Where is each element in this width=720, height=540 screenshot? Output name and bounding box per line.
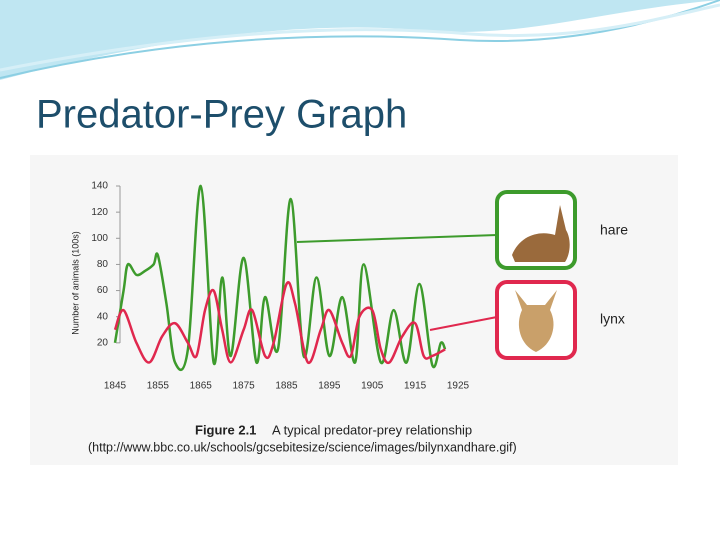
- lynx-leader: [429, 316, 498, 331]
- series-line: [113, 281, 446, 365]
- hare-leader: [296, 234, 498, 243]
- figure-background: [30, 155, 678, 465]
- x-tick-label: 1905: [361, 381, 384, 392]
- wave-line: [0, 3, 720, 72]
- y-tick-label: 120: [91, 207, 108, 218]
- y-tick-label: 20: [97, 337, 109, 348]
- series-line: [113, 184, 447, 372]
- y-tick-label: 60: [97, 285, 109, 296]
- x-tick-label: 1895: [318, 381, 341, 392]
- caption-label: Figure 2.1: [195, 422, 256, 437]
- y-tick-label: 140: [91, 181, 108, 192]
- lynx-icon: [515, 290, 557, 352]
- y-tick-label: 100: [91, 233, 108, 244]
- x-tick-label: 1855: [147, 381, 170, 392]
- y-tick-label: 40: [97, 311, 109, 322]
- legend-hare: hare: [600, 222, 628, 238]
- caption: A typical predator-prey relationship: [272, 422, 472, 437]
- hare-icon: [512, 205, 570, 262]
- top-wave: [0, 0, 720, 80]
- x-tick-label: 1885: [275, 381, 298, 392]
- x-tick-label: 1865: [190, 381, 213, 392]
- slide-title: Predator-Prey Graph: [36, 93, 407, 137]
- x-tick-label: 1845: [104, 381, 127, 392]
- x-tick-label: 1875: [233, 381, 256, 392]
- legend-lynx: lynx: [600, 311, 625, 327]
- x-tick-label: 1925: [447, 381, 470, 392]
- y-tick-label: 80: [97, 259, 109, 270]
- x-tick-label: 1915: [404, 381, 427, 392]
- y-axis-label: Number of animals (100s): [70, 231, 80, 335]
- source: (http://www.bbc.co.uk/schools/gcsebitesi…: [88, 440, 517, 454]
